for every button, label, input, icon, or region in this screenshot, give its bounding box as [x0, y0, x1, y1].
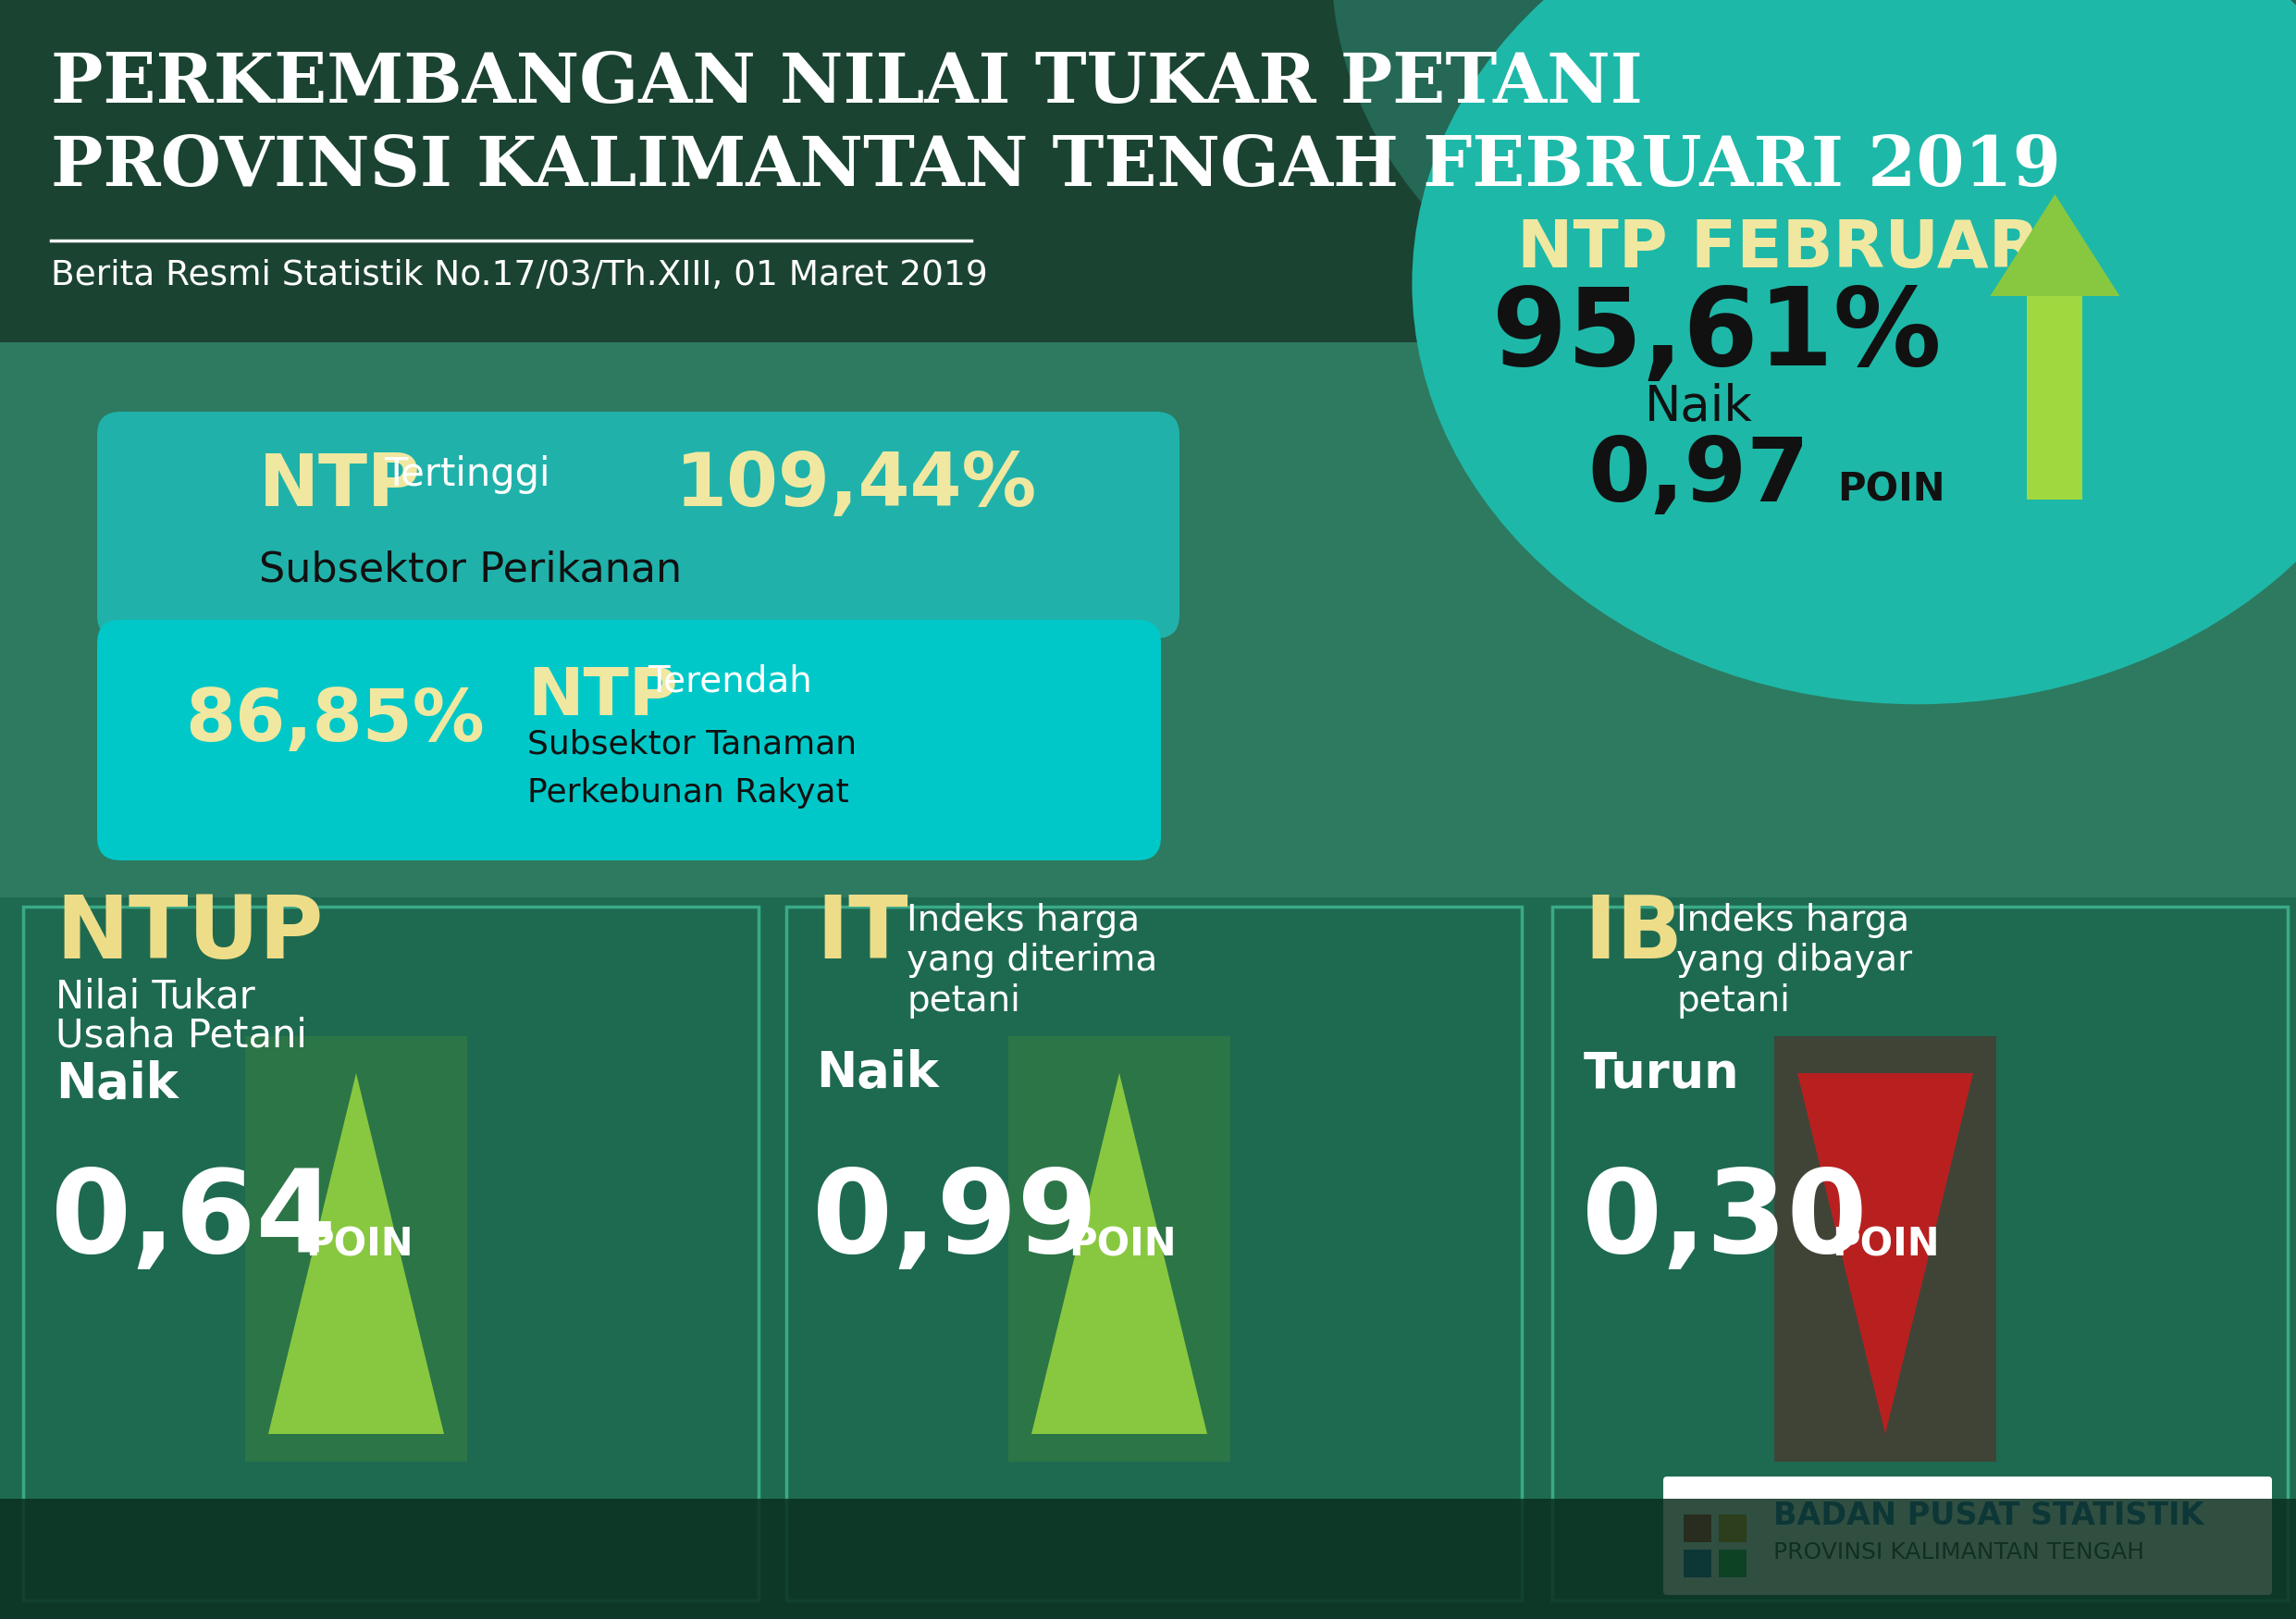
Bar	[0, 0, 2296, 342]
Bar	[0, 620, 2296, 1619]
Ellipse shape	[1332, 0, 2296, 413]
Text: 0,30: 0,30	[1582, 1166, 1867, 1277]
Bar	[246, 1036, 466, 1462]
Text: POIN: POIN	[305, 1226, 413, 1264]
Text: Berita Resmi Statistik No.17/03/Th.XIII, 01 Maret 2019: Berita Resmi Statistik No.17/03/Th.XIII,…	[51, 259, 987, 293]
Text: IT: IT	[815, 892, 907, 976]
Bar	[1720, 1549, 1747, 1577]
Bar	[785, 907, 1522, 1601]
Text: yang diterima: yang diterima	[907, 942, 1157, 978]
Text: Subsektor Perikanan: Subsektor Perikanan	[259, 550, 682, 589]
Bar	[0, 342, 2296, 897]
Bar	[1720, 1514, 1747, 1543]
Text: Perkebunan Rakyat: Perkebunan Rakyat	[528, 777, 850, 808]
Text: petani: petani	[1676, 983, 1791, 1018]
Text: Turun: Turun	[1584, 1049, 1740, 1098]
Text: Nilai Tukar: Nilai Tukar	[55, 978, 255, 1017]
Text: 0,64: 0,64	[51, 1166, 335, 1277]
Text: petani: petani	[907, 983, 1019, 1018]
Text: Tertinggi: Tertinggi	[383, 455, 551, 494]
Bar	[1683, 1514, 1711, 1543]
Text: 0,99: 0,99	[813, 1166, 1097, 1277]
Text: 109,44%: 109,44%	[675, 448, 1038, 521]
Text: PERKEMBANGAN NILAI TUKAR PETANI: PERKEMBANGAN NILAI TUKAR PETANI	[51, 50, 1644, 117]
Text: NTP FEBRUARI: NTP FEBRUARI	[1518, 219, 2064, 282]
Text: 95,61%: 95,61%	[1492, 282, 1942, 389]
FancyBboxPatch shape	[96, 411, 1180, 638]
Text: PROVINSI KALIMANTAN TENGAH FEBRUARI 2019: PROVINSI KALIMANTAN TENGAH FEBRUARI 2019	[51, 133, 2062, 201]
Bar	[23, 907, 758, 1601]
Bar	[1008, 1036, 1231, 1462]
Text: Naik: Naik	[55, 1060, 179, 1109]
Text: 86,85%: 86,85%	[186, 685, 484, 756]
Ellipse shape	[1412, 0, 2296, 704]
Text: Indeks harga: Indeks harga	[1676, 903, 1910, 937]
Bar	[1552, 907, 2287, 1601]
Bar	[0, 1499, 2296, 1619]
Text: Naik: Naik	[815, 1049, 939, 1098]
Polygon shape	[1991, 194, 2119, 296]
Bar	[1683, 1549, 1711, 1577]
Bar	[0, 897, 2296, 1619]
FancyBboxPatch shape	[96, 620, 1162, 860]
Bar	[1775, 1036, 1995, 1462]
Text: NTP: NTP	[259, 450, 420, 520]
Text: yang dibayar: yang dibayar	[1676, 942, 1913, 978]
FancyBboxPatch shape	[1662, 1477, 2273, 1595]
Polygon shape	[269, 1073, 443, 1434]
Text: 0,97: 0,97	[1587, 434, 1809, 520]
Text: PROVINSI KALIMANTAN TENGAH: PROVINSI KALIMANTAN TENGAH	[1773, 1541, 2144, 1564]
Text: Indeks harga: Indeks harga	[907, 903, 1139, 937]
Bar	[2027, 296, 2082, 500]
Text: NTP: NTP	[528, 665, 677, 729]
Text: POIN: POIN	[1837, 471, 1945, 510]
Polygon shape	[1798, 1073, 1972, 1434]
Text: Usaha Petani: Usaha Petani	[55, 1017, 308, 1056]
Text: POIN: POIN	[1832, 1226, 1940, 1264]
Text: POIN: POIN	[1068, 1226, 1176, 1264]
Text: NTUP: NTUP	[55, 892, 324, 976]
Text: Naik: Naik	[1644, 384, 1752, 431]
Text: BADAN PUSAT STATISTIK: BADAN PUSAT STATISTIK	[1773, 1501, 2204, 1530]
Text: IB: IB	[1584, 892, 1683, 976]
Polygon shape	[1031, 1073, 1208, 1434]
Text: Terendah: Terendah	[647, 664, 813, 699]
Text: Subsektor Tanaman: Subsektor Tanaman	[528, 729, 856, 759]
